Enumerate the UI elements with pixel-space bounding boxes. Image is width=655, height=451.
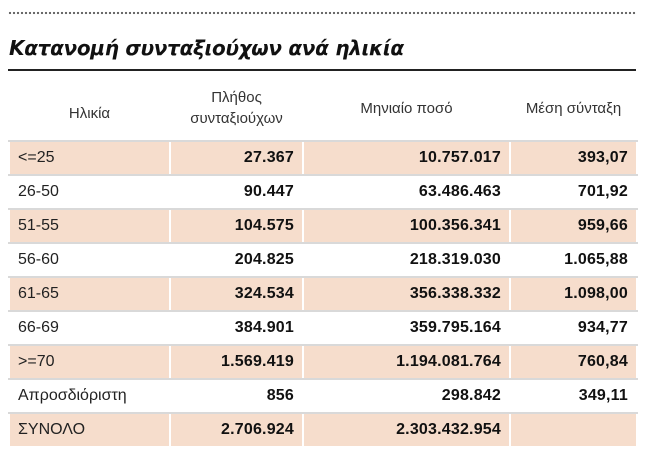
age-cell: 66-69 [8,311,171,346]
total-label-cell: ΣΥΝΟΛΟ [8,413,171,446]
age-cell: >=70 [8,345,171,380]
count-cell: 90.447 [169,175,304,210]
table-row: 26-50 90.447 63.486.463 701,92 [8,175,638,210]
average-cell: 1.065,88 [509,243,638,278]
table-row: Απροσδιόριστη 856 298.842 349,11 [8,379,638,414]
average-cell: 349,11 [509,379,638,414]
count-cell: 1.569.419 [169,345,304,380]
age-cell: 61-65 [8,277,171,312]
average-cell: 701,92 [509,175,638,210]
dotted-divider [8,11,636,15]
header-count: Πλήθος συνταξιούχων [169,76,304,142]
average-cell: 959,66 [509,209,638,244]
amount-cell: 10.757.017 [302,141,511,176]
count-cell: 856 [169,379,304,414]
amount-cell: 298.842 [302,379,511,414]
total-count-cell: 2.706.924 [169,413,304,446]
table-row: 61-65 324.534 356.338.332 1.098,00 [8,277,638,312]
age-cell: 56-60 [8,243,171,278]
table-row: <=25 27.367 10.757.017 393,07 [8,141,638,176]
header-amount: Μηνιαίο ποσό [302,76,511,142]
total-row: ΣΥΝΟΛΟ 2.706.924 2.303.432.954 [8,413,638,446]
table-row: 66-69 384.901 359.795.164 934,77 [8,311,638,346]
total-average-cell [509,413,638,446]
table-title: Κατανομή συνταξιούχων ανά ηλικία [9,36,404,60]
amount-cell: 218.319.030 [302,243,511,278]
amount-cell: 100.356.341 [302,209,511,244]
total-amount-cell: 2.303.432.954 [302,413,511,446]
title-divider [8,69,636,71]
average-cell: 934,77 [509,311,638,346]
table-row: 51-55 104.575 100.356.341 959,66 [8,209,638,244]
count-cell: 204.825 [169,243,304,278]
age-cell: 26-50 [8,175,171,210]
count-cell: 384.901 [169,311,304,346]
average-cell: 1.098,00 [509,277,638,312]
header-average: Μέση σύνταξη [509,76,638,142]
count-cell: 324.534 [169,277,304,312]
table-row: >=70 1.569.419 1.194.081.764 760,84 [8,345,638,380]
age-cell: 51-55 [8,209,171,244]
pension-distribution-table: Ηλικία Πλήθος συνταξιούχων Μηνιαίο ποσό … [8,76,638,446]
count-cell: 104.575 [169,209,304,244]
table-row: 56-60 204.825 218.319.030 1.065,88 [8,243,638,278]
age-cell: Απροσδιόριστη [8,379,171,414]
amount-cell: 63.486.463 [302,175,511,210]
amount-cell: 359.795.164 [302,311,511,346]
amount-cell: 1.194.081.764 [302,345,511,380]
header-age: Ηλικία [8,76,171,142]
header-row: Ηλικία Πλήθος συνταξιούχων Μηνιαίο ποσό … [8,76,638,142]
count-cell: 27.367 [169,141,304,176]
age-cell: <=25 [8,141,171,176]
average-cell: 760,84 [509,345,638,380]
average-cell: 393,07 [509,141,638,176]
amount-cell: 356.338.332 [302,277,511,312]
